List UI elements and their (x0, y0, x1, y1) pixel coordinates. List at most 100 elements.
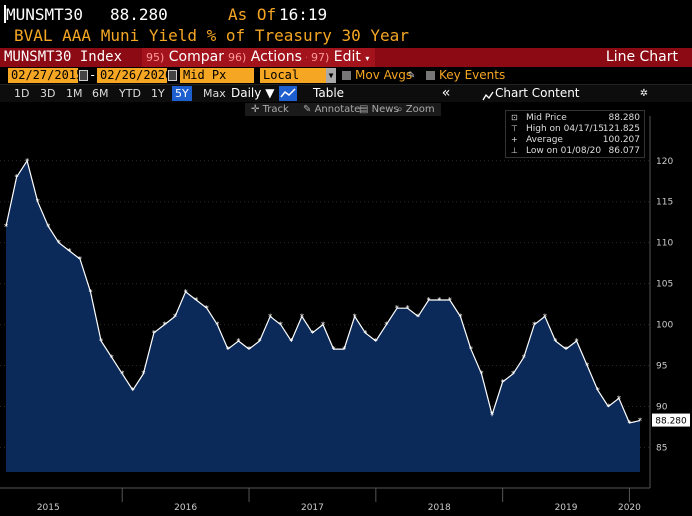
range-1y[interactable]: 1Y (151, 87, 165, 100)
edit-button[interactable]: 97) Edit ▾ (307, 48, 376, 67)
data-point: * (99, 337, 104, 346)
data-point: * (14, 173, 19, 182)
track-tool[interactable]: ✛ Track (251, 103, 289, 116)
data-point: * (384, 321, 389, 330)
last-value-tag: 88.280 (652, 413, 690, 427)
series-markers: * * * * * * * * * * * * * * * * * * * * * * * * * * * * * * * * * * * * * * * *… (4, 157, 643, 428)
legend-low-value: 86.077 (608, 146, 641, 156)
calendar-icon[interactable] (168, 70, 177, 81)
range-6m[interactable]: 6M (92, 87, 109, 100)
data-point: * (152, 329, 157, 338)
data-point: * (585, 362, 590, 371)
line-chart[interactable]: * * * * * * * * * * * * * * * * * * * * * * * * * * * * * * * * * * * * * * * *… (0, 116, 692, 516)
range-1m[interactable]: 1M (66, 87, 83, 100)
mov-avgs-label[interactable]: Mov Avgs (355, 68, 413, 82)
zoom-label: Zoom (405, 104, 435, 115)
series-line (5, 159, 641, 424)
data-point: * (373, 337, 378, 346)
data-point: * (162, 321, 167, 330)
y-tick-label: 110 (656, 239, 673, 249)
gear-icon[interactable]: ✲ (640, 85, 648, 100)
news-tool[interactable]: ▤ News (359, 103, 399, 116)
chart-tools: ✛ Track ✎ Annotate ▤ News ⌕ Zoom (245, 103, 441, 116)
data-point: * (574, 337, 579, 346)
data-point: * (321, 321, 326, 330)
y-tick-label: 100 (656, 321, 673, 331)
key-events-label[interactable]: Key Events (439, 68, 506, 82)
security-field[interactable]: MUNSMT30 Index (4, 49, 123, 65)
frequency-select[interactable]: Daily ▼ (231, 86, 274, 101)
key-events-checkbox[interactable] (426, 71, 435, 80)
data-point: * (183, 288, 188, 297)
calendar-icon[interactable] (79, 70, 88, 81)
collapse-icon[interactable]: « (442, 85, 451, 101)
news-label: News (371, 104, 399, 115)
pencil-icon: ✎ (303, 104, 312, 115)
tool-strip: ✛ Track ✎ Annotate ▤ News ⌕ Zoom (0, 102, 692, 116)
edit-label: Edit (333, 49, 361, 65)
range-3d[interactable]: 3D (40, 87, 56, 100)
data-point: * (606, 402, 611, 411)
chart-content-button[interactable]: Chart Content (495, 86, 580, 100)
compare-button[interactable]: 95) Compare (142, 48, 239, 67)
series-area (6, 160, 640, 473)
start-date-field[interactable]: 02/27/2015 (8, 68, 83, 83)
range-1d[interactable]: 1D (14, 87, 30, 100)
data-point: * (331, 345, 336, 354)
legend-high-label: High on 04/17/15 (526, 124, 605, 134)
x-tick-label: 2019 (555, 503, 578, 513)
mov-avgs-checkbox[interactable] (342, 71, 351, 80)
y-tick-label: 120 (656, 157, 673, 167)
field-select[interactable]: Mid Px (180, 68, 254, 83)
data-point: * (616, 394, 621, 403)
line-chart-icon[interactable] (279, 86, 297, 101)
currency-select[interactable]: Local CCY (260, 68, 326, 97)
data-point: * (469, 345, 474, 354)
average-marker-icon: + (511, 135, 518, 144)
data-point: * (194, 296, 199, 305)
data-point: * (204, 304, 209, 313)
chart-legend[interactable]: ⊡ Mid Price 88.280 ⊤ High on 04/17/15 12… (505, 110, 645, 158)
data-point: * (342, 345, 347, 354)
data-point: * (395, 304, 400, 313)
options-bar: 02/27/2015 - 02/26/2020 Mid Px Local CCY… (0, 67, 692, 97)
data-point: * (289, 337, 294, 346)
compare-shortcut: 95) (146, 51, 165, 64)
data-point: * (479, 370, 484, 379)
caret-down-icon: ▼ (265, 86, 275, 100)
actions-button[interactable]: 96) Actions ▾ (224, 48, 317, 67)
zoom-tool[interactable]: ⌕ Zoom (397, 103, 435, 116)
news-icon: ▤ (359, 104, 369, 115)
data-point: * (215, 321, 220, 330)
data-point: * (310, 329, 315, 338)
ticker[interactable]: MUNSMT30 (6, 5, 84, 24)
actions-label: Actions (250, 49, 302, 65)
chevron-down-icon[interactable]: ▼ (326, 68, 336, 83)
x-tick-label: 2015 (37, 503, 60, 513)
x-tick-label: 2018 (428, 503, 451, 513)
y-tick-label: 115 (656, 198, 673, 208)
y-axis-ticks: 85 90 95 100 105 110 115 120 (656, 157, 673, 454)
range-5y[interactable]: 5Y (172, 86, 192, 101)
as-of-time: 16:19 (279, 5, 328, 24)
caret-down-icon: ▾ (365, 54, 370, 63)
security-description: BVAL AAA Muni Yield % of Treasury 30 Yea… (14, 26, 409, 45)
legend-toggle-icon[interactable]: ⊡ (511, 113, 518, 122)
data-point: * (363, 329, 368, 338)
end-date-field[interactable]: 02/26/2020 (97, 68, 172, 83)
range-bar: 1D 3D 1M 6M YTD 1Y 5Y Max Daily ▼ Table … (0, 84, 692, 102)
table-button[interactable]: Table (313, 86, 345, 100)
data-point: * (553, 337, 558, 346)
last-value-label: 88.280 (655, 417, 687, 427)
data-point: * (542, 312, 547, 321)
data-point: * (638, 417, 643, 426)
data-point: * (130, 386, 135, 395)
range-ytd[interactable]: YTD (119, 87, 141, 100)
range-max[interactable]: Max (203, 87, 226, 100)
data-point: * (78, 255, 83, 264)
x-tick-label: 2020 (618, 503, 641, 513)
data-point: * (521, 353, 526, 362)
legend-avg-value: 100.207 (602, 135, 640, 145)
pencil-icon[interactable]: ✎ (408, 68, 415, 81)
annotate-tool[interactable]: ✎ Annotate (303, 103, 360, 116)
